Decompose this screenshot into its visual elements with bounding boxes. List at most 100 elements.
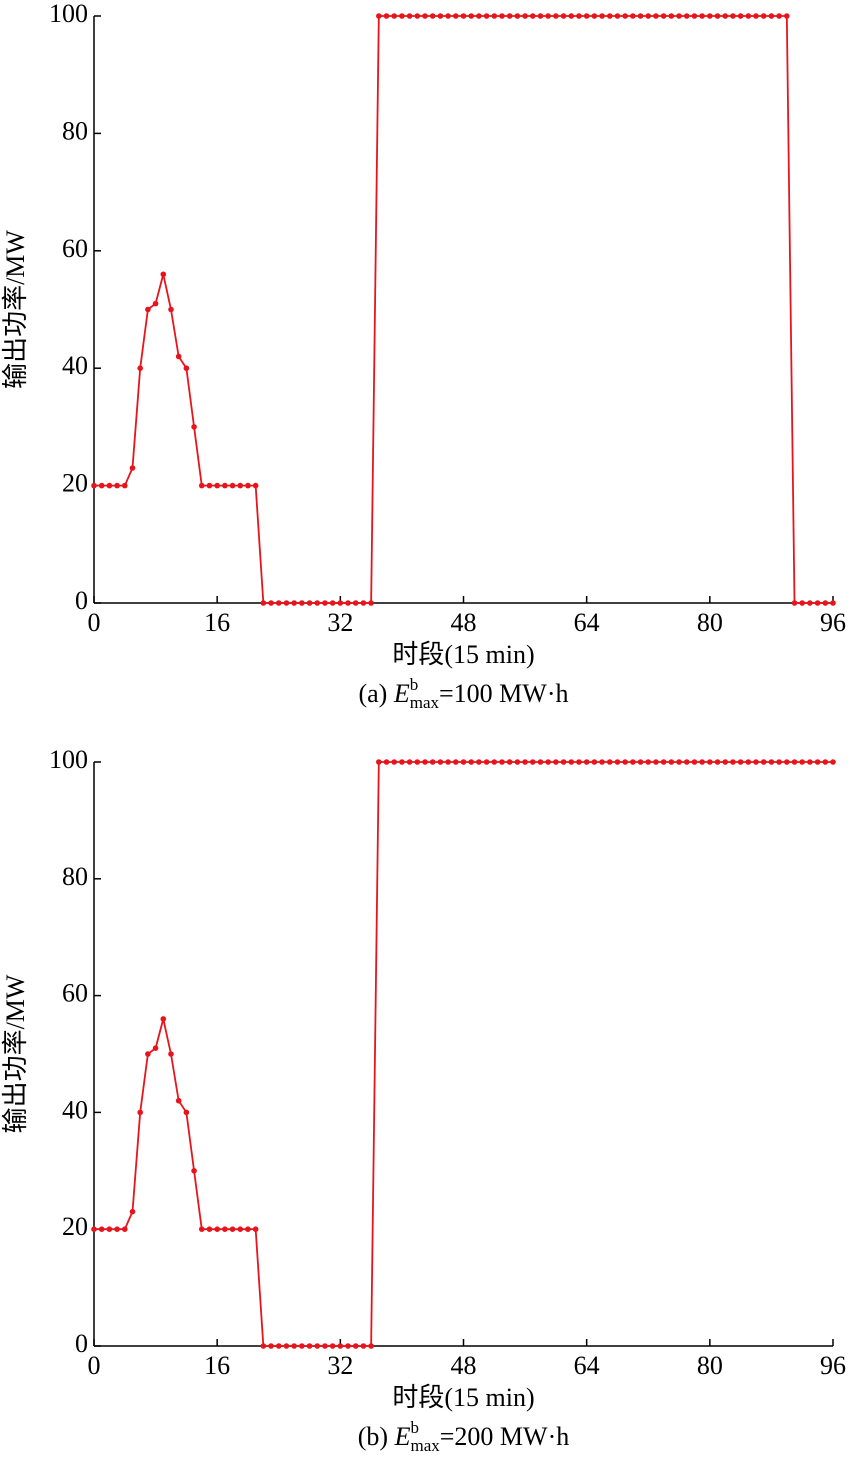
data-point — [676, 13, 682, 19]
data-point — [191, 424, 197, 430]
data-point — [198, 482, 205, 489]
data-point — [445, 759, 451, 765]
y-tick-label: 20 — [62, 1212, 88, 1241]
data-point — [437, 759, 444, 765]
x-tick-label: 80 — [697, 608, 723, 637]
data-point — [406, 759, 413, 765]
x-tick-label: 48 — [451, 1351, 477, 1380]
data-point — [376, 13, 382, 19]
data-point — [206, 1226, 213, 1232]
data-point — [114, 1226, 120, 1232]
data-point — [599, 13, 605, 19]
data-line — [94, 15, 833, 604]
data-point — [260, 600, 267, 606]
data-point — [568, 759, 575, 765]
data-point — [691, 13, 698, 19]
data-point — [337, 600, 344, 606]
data-point — [245, 1226, 251, 1232]
data-point — [137, 365, 143, 372]
data-point — [299, 1343, 305, 1349]
data-point — [229, 1226, 236, 1232]
data-point — [529, 13, 536, 19]
data-point — [545, 759, 551, 765]
data-point — [583, 759, 590, 765]
data-point — [453, 13, 459, 19]
data-point — [160, 1016, 167, 1022]
data-point — [160, 271, 167, 278]
data-point — [814, 759, 821, 765]
y-tick-label: 40 — [62, 351, 88, 380]
data-point — [175, 1097, 182, 1104]
data-point — [476, 759, 482, 765]
data-point — [714, 13, 721, 19]
x-axis-label: 时段(15 min) — [392, 1383, 534, 1412]
data-point — [630, 13, 636, 19]
data-point — [537, 13, 544, 19]
data-point — [568, 13, 575, 19]
y-tick-label: 60 — [62, 234, 88, 263]
x-tick-label: 0 — [88, 1351, 101, 1380]
data-point — [707, 13, 713, 19]
data-point — [722, 13, 729, 19]
caption: (b) Eb max=200 MW·h — [358, 1418, 569, 1455]
y-axis-label: 输出功率/MW — [1, 230, 30, 389]
data-point — [791, 759, 798, 765]
data-point — [283, 600, 290, 606]
data-point — [760, 13, 767, 19]
data-point — [322, 600, 328, 606]
x-tick-label: 48 — [451, 608, 477, 637]
data-point — [422, 13, 428, 19]
data-point — [660, 13, 667, 19]
data-point — [252, 482, 259, 489]
x-tick-label: 64 — [574, 608, 600, 637]
data-point — [822, 600, 829, 606]
x-tick-label: 64 — [574, 1351, 600, 1380]
data-point — [637, 13, 644, 19]
data-point — [352, 1343, 359, 1349]
data-point — [183, 365, 190, 372]
data-point — [622, 13, 628, 19]
data-point — [437, 13, 444, 19]
data-point — [714, 759, 721, 765]
data-point — [368, 600, 374, 606]
data-point — [214, 482, 220, 489]
data-point — [483, 13, 490, 19]
data-point — [106, 1226, 113, 1232]
data-point — [91, 482, 97, 489]
data-point — [98, 1226, 105, 1232]
data-point — [737, 759, 744, 765]
data-point — [391, 13, 398, 19]
data-point — [345, 1343, 351, 1349]
data-point — [206, 482, 213, 489]
data-point — [337, 1343, 344, 1349]
caption-sub: max — [410, 693, 440, 712]
data-point — [268, 1343, 274, 1349]
data-point — [614, 13, 621, 19]
x-tick-label: 32 — [327, 1351, 353, 1380]
data-point — [191, 1168, 197, 1174]
data-point — [414, 13, 421, 19]
data-point — [522, 13, 528, 19]
data-point — [245, 482, 251, 489]
x-tick-label: 16 — [204, 608, 230, 637]
data-point — [730, 13, 736, 19]
data-point — [483, 759, 490, 765]
data-point — [506, 13, 513, 19]
data-point — [814, 600, 821, 606]
y-tick-label: 0 — [75, 1329, 88, 1358]
data-point — [460, 759, 467, 765]
data-point — [522, 759, 528, 765]
data-point — [252, 1226, 259, 1232]
data-point — [760, 759, 767, 765]
x-tick-label: 32 — [327, 608, 353, 637]
x-tick-label: 80 — [697, 1351, 723, 1380]
data-point — [791, 600, 798, 606]
data-point — [383, 759, 390, 765]
data-point — [722, 759, 729, 765]
data-point — [660, 759, 667, 765]
data-point — [422, 759, 428, 765]
data-point — [591, 759, 598, 765]
data-point — [653, 759, 659, 765]
data-point — [676, 759, 682, 765]
y-tick-label: 60 — [62, 979, 88, 1008]
